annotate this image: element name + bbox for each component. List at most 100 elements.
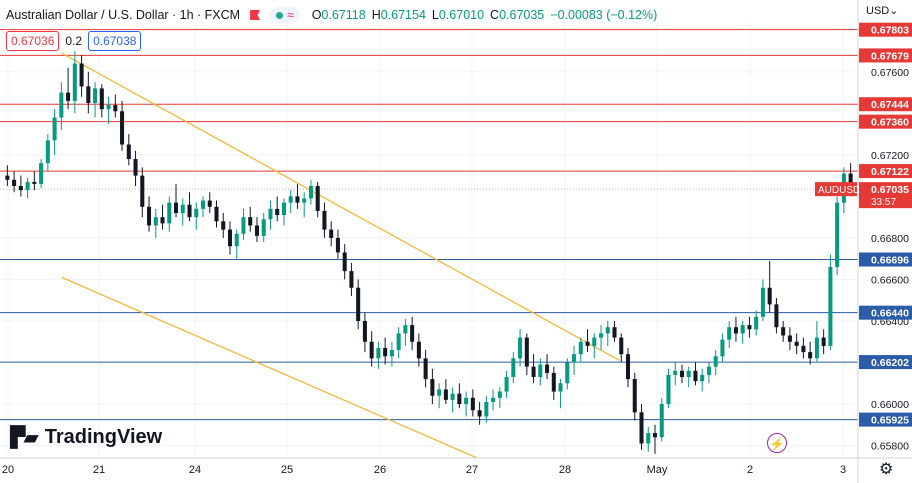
candle-body (511, 358, 516, 378)
candle-body (335, 237, 340, 253)
candle-body (700, 374, 705, 382)
tradingview-logo-icon: ▛▰ (10, 425, 39, 449)
lightning-icon[interactable]: ⚡ (767, 433, 787, 453)
symbol-header: Australian Dollar / U.S. Dollar · 1h · F… (6, 6, 657, 24)
resistance-label: 0.67444 (871, 99, 909, 111)
support-label: 0.66202 (871, 357, 909, 369)
descending-channel (61, 52, 620, 459)
symbol-title[interactable]: Australian Dollar / U.S. Dollar · 1h · F… (6, 8, 241, 22)
candle-body (713, 356, 718, 367)
candle-body (835, 202, 840, 267)
candle-body (538, 364, 543, 378)
time-tick-label: 21 (93, 464, 105, 476)
price-tick-label: 0.66800 (871, 233, 909, 245)
price-axis: 0.676000.672000.668000.666000.664000.660… (815, 0, 912, 483)
support-bg (859, 252, 912, 267)
support-label: 0.66696 (871, 255, 909, 267)
candle-body (652, 433, 658, 438)
grid (0, 22, 858, 458)
countdown-label: 33:57 (871, 197, 896, 208)
candle-body (599, 333, 604, 338)
candle-body (497, 391, 502, 398)
candle-body (491, 397, 496, 402)
candle-body (167, 202, 172, 224)
buy-button[interactable]: 0.67038 (88, 31, 142, 51)
candle-body (720, 339, 725, 357)
candle-body (410, 325, 415, 342)
candle-body (295, 196, 300, 203)
candle-body (639, 412, 644, 444)
candle-body (99, 88, 104, 110)
close-value: 0.67035 (499, 8, 545, 22)
candle-body (774, 304, 779, 328)
candle-body (254, 225, 259, 236)
change-value: −0.00083 (−0.12%) (550, 8, 658, 22)
candle-body (794, 341, 799, 346)
candle-body (133, 159, 138, 176)
ohlc-values: O0.67118 H0.67154 L0.67010 C0.67035 −0.0… (312, 8, 658, 22)
time-tick-label: May (647, 464, 668, 476)
candle-body (221, 221, 226, 230)
candle-body (227, 229, 233, 247)
candle-body (241, 217, 246, 234)
flag-icon[interactable] (250, 10, 261, 20)
candles (5, 51, 853, 454)
candle-body (383, 347, 388, 357)
sell-button[interactable]: 0.67036 (6, 31, 60, 51)
candle-body (18, 186, 23, 191)
horizontal-levels (0, 29, 858, 421)
candle-body (59, 92, 64, 118)
time-axis: 20 21 24 25 26 27 28 May 2 3 (0, 457, 912, 476)
tradingview-logo: ▛▰ TradingView (10, 425, 162, 449)
time-tick-label: 28 (559, 464, 571, 476)
candle-body (706, 366, 711, 375)
candle-body (740, 325, 745, 334)
candle-body (625, 354, 631, 380)
candle-body (86, 86, 91, 103)
candle-body (666, 374, 671, 405)
symbol-tag-bg (815, 182, 857, 197)
candle-body (605, 327, 610, 334)
gear-icon[interactable]: ⚙ (879, 461, 894, 478)
last-price-label: 0.67035 (871, 184, 909, 196)
support-bg (859, 412, 912, 427)
candle-body (52, 117, 57, 141)
time-tick-label: 3 (840, 464, 846, 476)
candle-body (518, 337, 523, 359)
candle-body (760, 287, 765, 317)
candle-body (126, 144, 131, 160)
candle-body (443, 389, 448, 400)
time-tick-label: 2 (747, 464, 753, 476)
close-label: C (490, 8, 500, 22)
candle-body (187, 204, 192, 218)
candle-body (174, 202, 179, 214)
resistance-bg (859, 164, 912, 179)
candle-body (106, 105, 111, 110)
resistance-bg (859, 114, 912, 129)
candle-body (72, 63, 77, 101)
candle-body (727, 327, 732, 340)
low-value: 0.67010 (438, 8, 485, 22)
resistance-bg (859, 22, 912, 37)
candle-body (450, 393, 455, 400)
resistance-bg (859, 97, 912, 112)
candle-body (781, 327, 786, 336)
candle-body (747, 325, 752, 330)
support-label: 0.65925 (871, 415, 909, 427)
candle-body (578, 341, 583, 355)
candle-body (12, 179, 17, 187)
candle-body (214, 206, 219, 222)
candle-body (545, 364, 550, 373)
candle-body (160, 217, 165, 224)
candle-body (416, 341, 421, 359)
candle-body (754, 316, 759, 330)
candle-body (430, 379, 435, 396)
brand-name: TradingView (44, 425, 163, 448)
currency-selector[interactable]: USD⌄ (866, 4, 898, 17)
market-open-dot-icon (276, 11, 284, 19)
candle-body (268, 208, 273, 220)
status-pill[interactable]: ≈ (270, 7, 300, 23)
candle-body (673, 370, 678, 375)
candle-body (828, 266, 833, 346)
